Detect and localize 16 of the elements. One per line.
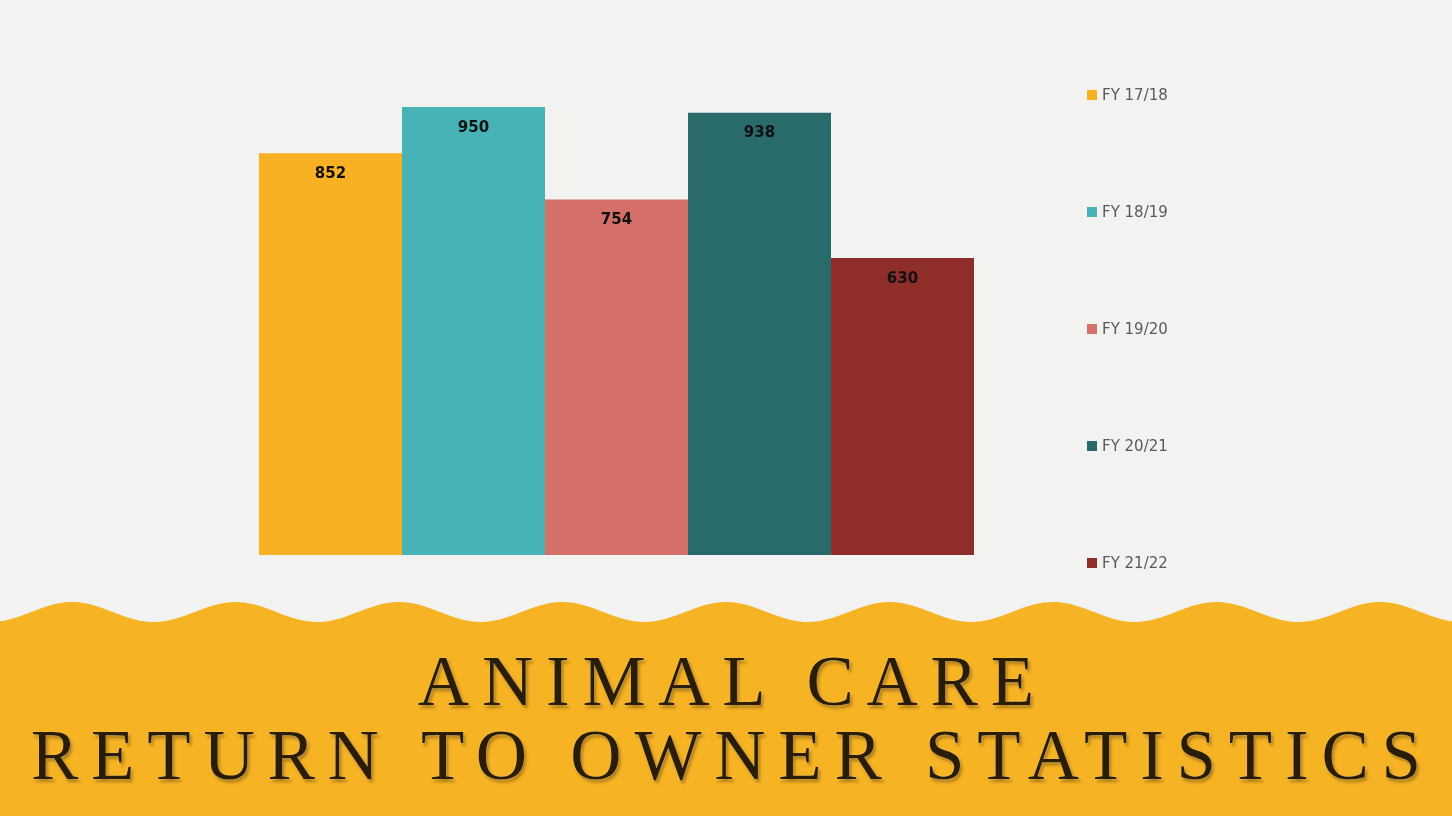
bar xyxy=(402,107,545,555)
data-label: 852 xyxy=(314,163,347,182)
text: ANIMAL CARE RETURN TO OWNER STATISTICS xyxy=(29,642,1435,794)
legend-label: FY 20/21 xyxy=(1102,437,1168,455)
legend-label: FY 18/19 xyxy=(1102,203,1168,221)
legend-label: FY 21/22 xyxy=(1102,554,1168,572)
data-label: 938 xyxy=(743,123,776,142)
data-label: 754 xyxy=(600,210,633,229)
bar xyxy=(259,153,402,555)
bar xyxy=(688,112,831,555)
bar xyxy=(545,199,688,555)
bar xyxy=(831,257,974,555)
data-label: 950 xyxy=(457,117,490,136)
data-label: 630 xyxy=(886,268,919,287)
legend-label: FY 17/18 xyxy=(1102,86,1168,104)
legend-label: FY 19/20 xyxy=(1102,320,1168,338)
